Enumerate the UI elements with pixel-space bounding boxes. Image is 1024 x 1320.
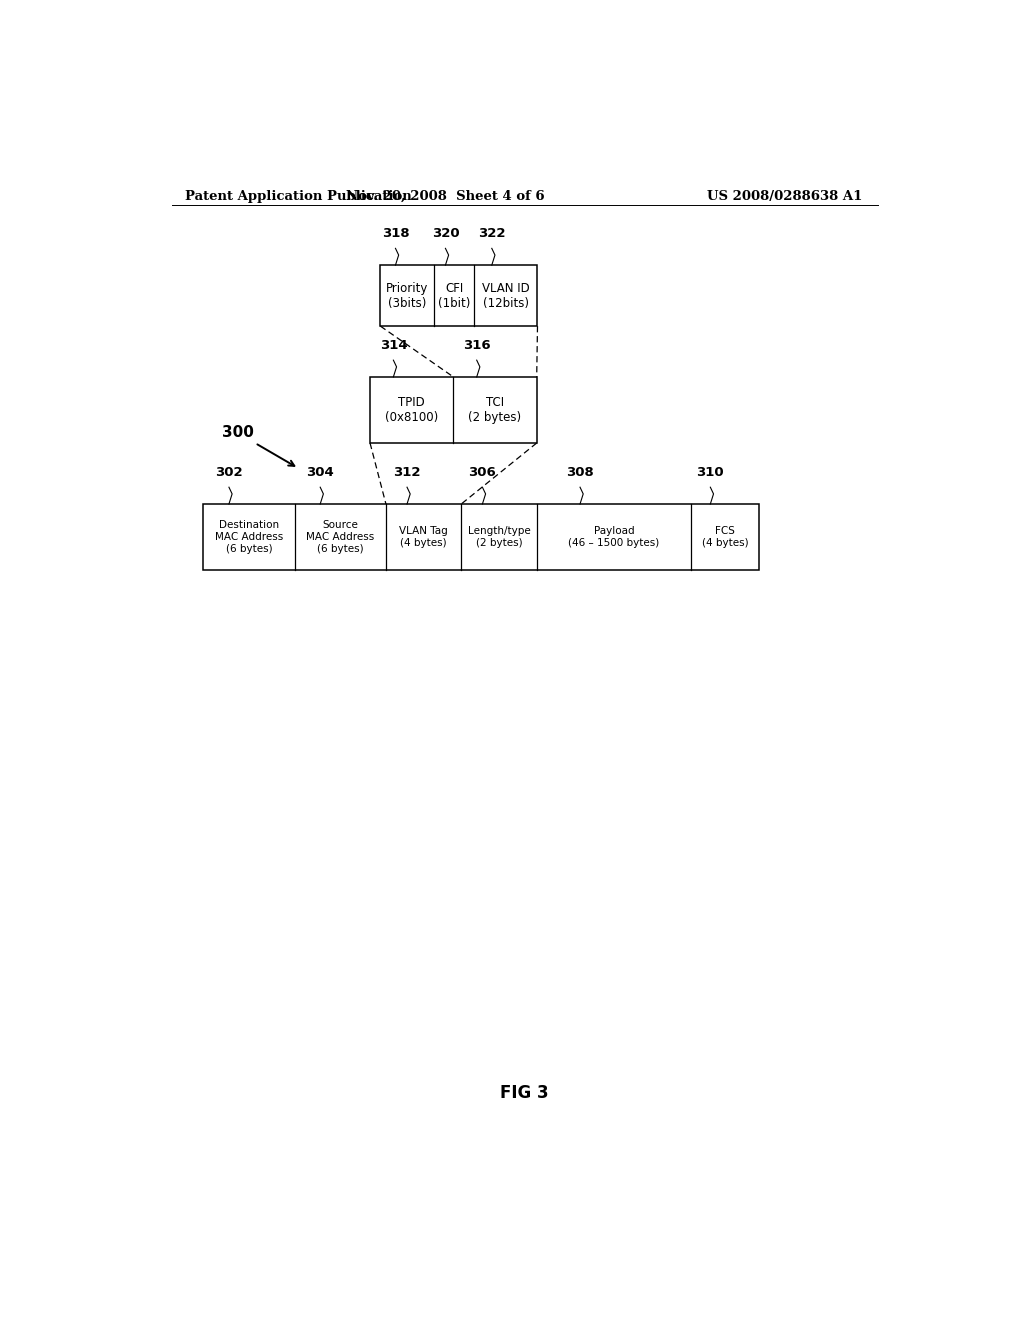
Text: 318: 318 xyxy=(382,227,410,240)
Text: Destination
MAC Address
(6 bytes): Destination MAC Address (6 bytes) xyxy=(215,520,284,553)
Text: FCS
(4 bytes): FCS (4 bytes) xyxy=(701,527,749,548)
Text: VLAN ID
(12bits): VLAN ID (12bits) xyxy=(482,281,529,310)
Text: TCI
(2 bytes): TCI (2 bytes) xyxy=(468,396,521,424)
Text: Payload
(46 – 1500 bytes): Payload (46 – 1500 bytes) xyxy=(568,527,659,548)
Bar xyxy=(370,378,537,444)
Bar xyxy=(204,504,759,570)
Text: Length/type
(2 bytes): Length/type (2 bytes) xyxy=(468,527,530,548)
Text: 320: 320 xyxy=(432,227,459,240)
Text: 302: 302 xyxy=(215,466,243,479)
Text: 316: 316 xyxy=(463,338,490,351)
Text: 306: 306 xyxy=(469,466,497,479)
Text: 310: 310 xyxy=(696,466,724,479)
Text: 304: 304 xyxy=(306,466,334,479)
Text: 312: 312 xyxy=(393,466,421,479)
Text: 300: 300 xyxy=(221,425,254,441)
Text: TPID
(0x8100): TPID (0x8100) xyxy=(385,396,438,424)
Text: FIG 3: FIG 3 xyxy=(501,1085,549,1102)
Text: 314: 314 xyxy=(380,338,408,351)
Text: Source
MAC Address
(6 bytes): Source MAC Address (6 bytes) xyxy=(306,520,375,553)
Text: Priority
(3bits): Priority (3bits) xyxy=(386,281,428,310)
Text: Nov. 20, 2008  Sheet 4 of 6: Nov. 20, 2008 Sheet 4 of 6 xyxy=(346,190,545,202)
Text: CFI
(1bit): CFI (1bit) xyxy=(438,281,470,310)
Text: VLAN Tag
(4 bytes): VLAN Tag (4 bytes) xyxy=(399,527,447,548)
Text: 308: 308 xyxy=(566,466,594,479)
Text: Patent Application Publication: Patent Application Publication xyxy=(185,190,412,202)
Bar xyxy=(380,265,538,326)
Text: US 2008/0288638 A1: US 2008/0288638 A1 xyxy=(708,190,862,202)
Text: 322: 322 xyxy=(478,227,506,240)
